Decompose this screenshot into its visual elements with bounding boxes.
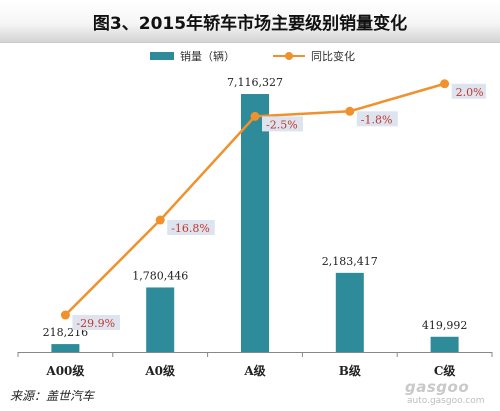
yoy-point-1: [155, 215, 165, 225]
yoy-label-bg-3: [356, 111, 398, 127]
legend-label-bars: 销量（辆）: [180, 49, 235, 63]
yoy-value-label-4: 2.0%: [456, 86, 484, 99]
yoy-value-label-1: -16.8%: [171, 222, 210, 235]
legend-marker-yoy: [285, 52, 293, 60]
yoy-point-0: [60, 310, 70, 320]
yoy-label-bg-2: [262, 116, 303, 132]
x-tick-label-3: B级: [339, 363, 361, 378]
yoy-point-2: [250, 111, 260, 121]
bar-1: [146, 287, 175, 352]
watermark: gasgoo auto.gasgoo.com: [405, 376, 497, 408]
bar-value-label-3: 2,183,417: [322, 255, 378, 268]
watermark-url: auto.gasgoo.com: [407, 396, 485, 406]
yoy-value-label-2: -2.5%: [266, 118, 298, 131]
bar-2: [241, 94, 269, 353]
bar-value-label-4: 419,992: [422, 319, 468, 332]
yoy-value-label-0: -29.9%: [76, 317, 115, 330]
yoy-point-4: [440, 79, 450, 89]
yoy-value-label-3: -1.8%: [361, 113, 393, 126]
x-tick-label-1: A0级: [144, 363, 175, 378]
chart-title: 图3、2015年轿车市场主要级别销量变化: [92, 14, 408, 34]
bar-0: [51, 344, 80, 352]
x-tick-label-2: A级: [243, 363, 265, 378]
yoy-label-bg-0: [72, 315, 120, 331]
title-bar: [0, 0, 500, 43]
legend-swatch-bars: [150, 52, 174, 60]
yoy-point-3: [345, 106, 355, 116]
x-tick-label-4: C级: [434, 363, 456, 378]
yoy-label-bg-4: [451, 83, 486, 99]
legend-label-yoy: 同比变化: [311, 49, 355, 63]
source-note: 来源：盖世汽车: [10, 389, 95, 403]
bar-value-label-1: 1,780,446: [132, 269, 188, 282]
bar-3: [335, 272, 364, 352]
x-tick-label-0: A00级: [45, 363, 84, 378]
yoy-label-bg-1: [167, 220, 215, 236]
bar-4: [430, 336, 459, 352]
watermark-logo: gasgoo: [405, 378, 470, 396]
bar-value-label-2: 7,116,327: [227, 76, 283, 89]
